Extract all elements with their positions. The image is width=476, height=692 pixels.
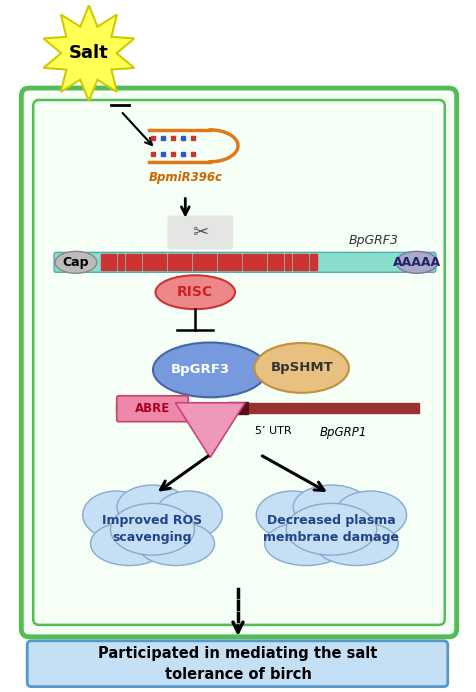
Ellipse shape [256, 491, 328, 539]
Ellipse shape [156, 275, 235, 309]
Polygon shape [285, 255, 291, 271]
Ellipse shape [286, 503, 377, 555]
Ellipse shape [315, 522, 398, 565]
Ellipse shape [137, 522, 215, 565]
Polygon shape [259, 255, 267, 271]
Ellipse shape [155, 491, 222, 539]
Text: AAAAA: AAAAA [393, 256, 441, 268]
Polygon shape [301, 255, 308, 271]
Polygon shape [116, 403, 230, 412]
Text: BpGRF3: BpGRF3 [349, 234, 399, 247]
Polygon shape [193, 255, 199, 271]
Polygon shape [159, 255, 166, 271]
Polygon shape [134, 255, 141, 271]
Text: RISC: RISC [177, 285, 213, 299]
Text: ABRE: ABRE [135, 402, 170, 415]
Polygon shape [243, 255, 250, 271]
Text: Cap: Cap [63, 256, 89, 268]
FancyBboxPatch shape [168, 215, 233, 249]
Polygon shape [101, 255, 108, 271]
PathPatch shape [43, 6, 134, 101]
Text: ✂: ✂ [192, 223, 208, 242]
Polygon shape [184, 255, 191, 271]
Text: BpGRP1: BpGRP1 [319, 426, 367, 439]
Polygon shape [251, 255, 258, 271]
Text: Improved ROS
scavenging: Improved ROS scavenging [102, 514, 203, 545]
FancyBboxPatch shape [21, 88, 456, 637]
Polygon shape [176, 255, 183, 271]
Polygon shape [228, 402, 248, 414]
Polygon shape [126, 255, 133, 271]
Polygon shape [309, 255, 317, 271]
Polygon shape [109, 255, 116, 271]
Polygon shape [230, 403, 419, 412]
Ellipse shape [293, 485, 370, 529]
Polygon shape [142, 255, 149, 271]
Ellipse shape [117, 485, 188, 529]
Polygon shape [276, 255, 283, 271]
Text: Participated in mediating the salt
tolerance of birch: Participated in mediating the salt toler… [99, 646, 377, 682]
Polygon shape [151, 255, 158, 271]
Text: BpGRF3: BpGRF3 [171, 363, 230, 376]
Ellipse shape [265, 522, 348, 565]
Polygon shape [201, 255, 208, 271]
Ellipse shape [83, 491, 150, 539]
Ellipse shape [153, 343, 268, 397]
Polygon shape [175, 403, 245, 457]
Polygon shape [226, 255, 233, 271]
Polygon shape [234, 255, 241, 271]
FancyBboxPatch shape [117, 396, 188, 421]
Text: Salt: Salt [69, 44, 109, 62]
Text: BpSHMT: BpSHMT [270, 361, 333, 374]
Ellipse shape [90, 522, 168, 565]
Text: 5’ UTR: 5’ UTR [255, 426, 291, 436]
Polygon shape [168, 255, 175, 271]
Ellipse shape [110, 503, 195, 555]
FancyBboxPatch shape [27, 641, 448, 686]
Text: Decreased plasma
membrane damage: Decreased plasma membrane damage [263, 514, 399, 545]
Ellipse shape [396, 251, 438, 273]
Polygon shape [218, 255, 225, 271]
Ellipse shape [254, 343, 349, 393]
Polygon shape [209, 255, 216, 271]
Polygon shape [118, 255, 124, 271]
Polygon shape [268, 255, 275, 271]
Polygon shape [293, 255, 300, 271]
Ellipse shape [55, 251, 97, 273]
FancyBboxPatch shape [54, 253, 436, 272]
Ellipse shape [334, 491, 407, 539]
Text: BpmiR396c: BpmiR396c [149, 171, 222, 183]
